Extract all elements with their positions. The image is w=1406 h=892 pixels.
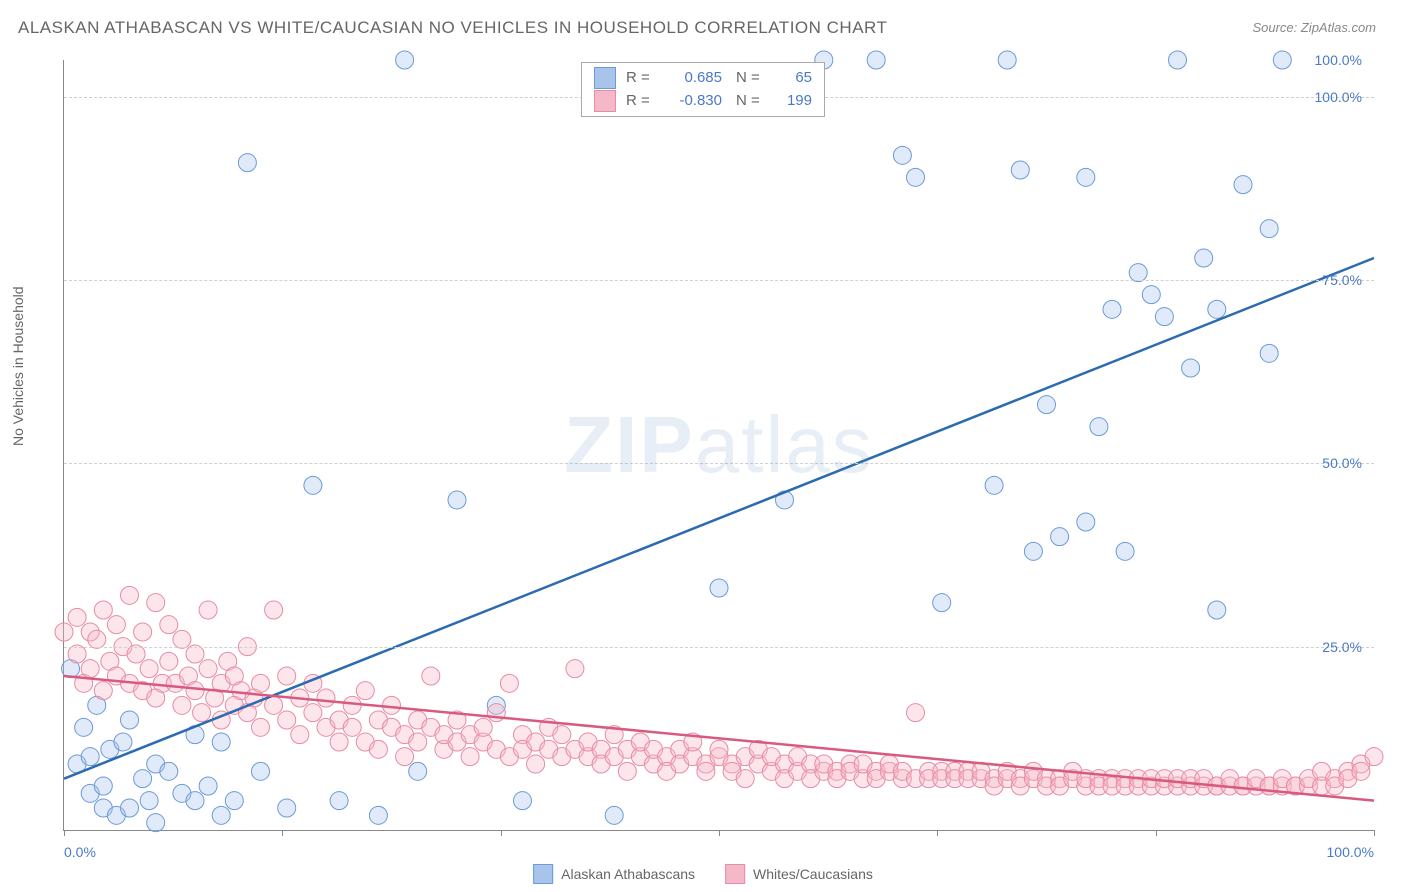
y-tick-label: 100.0% bbox=[1315, 52, 1362, 68]
legend-swatch-pink bbox=[725, 864, 745, 884]
stats-swatch-blue bbox=[594, 67, 616, 89]
chart-title: ALASKAN ATHABASCAN VS WHITE/CAUCASIAN NO… bbox=[18, 18, 887, 38]
x-tick bbox=[64, 830, 65, 836]
correlation-stats-box: R = 0.685 N = 65 R = -0.830 N = 199 bbox=[581, 62, 825, 117]
y-tick-label: 50.0% bbox=[1322, 455, 1362, 471]
legend-label: Whites/Caucasians bbox=[753, 866, 873, 882]
gridline bbox=[64, 463, 1374, 464]
y-tick-label: 25.0% bbox=[1322, 639, 1362, 655]
x-tick bbox=[1156, 830, 1157, 836]
y-tick-label: 75.0% bbox=[1322, 272, 1362, 288]
legend-label: Alaskan Athabascans bbox=[561, 866, 695, 882]
stats-row-series2: R = -0.830 N = 199 bbox=[594, 90, 812, 113]
legend-swatch-blue bbox=[533, 864, 553, 884]
x-tick bbox=[501, 830, 502, 836]
x-tick-label-max: 100.0% bbox=[1327, 844, 1374, 860]
gridline bbox=[64, 647, 1374, 648]
scatter-plot-svg bbox=[64, 60, 1374, 830]
legend-item-series2: Whites/Caucasians bbox=[725, 864, 873, 884]
x-tick-label-min: 0.0% bbox=[64, 844, 96, 860]
legend-item-series1: Alaskan Athabascans bbox=[533, 864, 695, 884]
y-axis-label: No Vehicles in Household bbox=[10, 286, 26, 446]
chart-plot-area: ZIPatlas 100.0% 0.0% 100.0% 25.0%50.0%75… bbox=[63, 60, 1374, 831]
bottom-legend: Alaskan Athabascans Whites/Caucasians bbox=[533, 864, 873, 884]
y-tick-label: 100.0% bbox=[1315, 89, 1362, 105]
source-attribution: Source: ZipAtlas.com bbox=[1252, 20, 1376, 35]
x-tick bbox=[937, 830, 938, 836]
x-tick bbox=[719, 830, 720, 836]
stats-row-series1: R = 0.685 N = 65 bbox=[594, 67, 812, 90]
x-tick bbox=[1374, 830, 1375, 836]
stats-swatch-pink bbox=[594, 90, 616, 112]
gridline bbox=[64, 280, 1374, 281]
x-tick bbox=[282, 830, 283, 836]
